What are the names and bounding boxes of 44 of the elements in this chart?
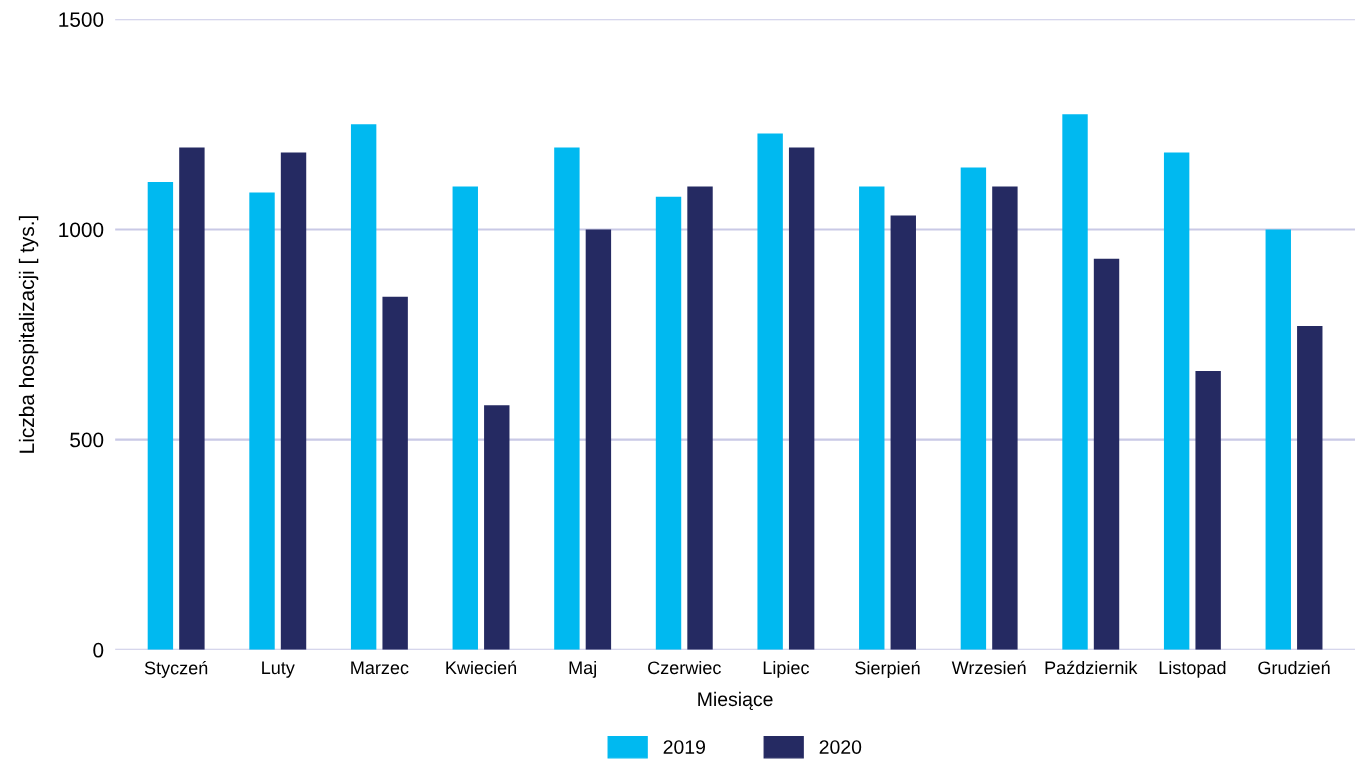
bar (788, 147, 815, 650)
y-tick-label: 1000 (59, 222, 104, 238)
x-tick-label: Listopad (1159, 660, 1226, 678)
bar (147, 181, 174, 650)
bar (350, 124, 377, 650)
bar (1265, 229, 1291, 650)
x-tick-label: Sierpień (855, 660, 920, 678)
bar (890, 215, 916, 650)
bar (1297, 326, 1323, 650)
legend-label: 2020 (819, 740, 862, 754)
bar (687, 186, 713, 650)
bar (1195, 371, 1221, 650)
legend-label: 2019 (663, 740, 705, 754)
x-tick-label: Luty (262, 661, 295, 678)
x-tick-label: Kwiecień (446, 660, 517, 675)
bar (859, 186, 885, 650)
y-axis-title: Liczba hospitalizacji [ tys.] (18, 216, 39, 453)
bar (382, 296, 408, 650)
bar (484, 405, 510, 650)
bar (554, 147, 580, 650)
bar (1163, 152, 1190, 650)
bar (249, 192, 275, 650)
x-tick-label: Czerwiec (648, 660, 721, 675)
bar (655, 196, 682, 650)
x-tick-label: Grudzień (1258, 660, 1330, 675)
x-tick-label: Wrzesień (951, 660, 1026, 675)
y-tick-label: 500 (70, 432, 104, 448)
bar (1062, 114, 1088, 650)
y-tick-label: 0 (93, 642, 104, 658)
bar (1093, 258, 1120, 650)
x-tick-label: Styczeń (144, 660, 208, 678)
bar (757, 133, 783, 650)
x-tick-label: Lipiec (763, 660, 810, 678)
bar (992, 186, 1018, 650)
y-tick-label: 1500 (59, 12, 104, 27)
x-tick-label: Maj (569, 660, 596, 678)
x-tick-label: Marzec (351, 661, 409, 675)
bar (585, 229, 612, 650)
bar (960, 167, 987, 650)
bar (179, 147, 205, 650)
bar (452, 186, 478, 650)
bar (280, 152, 307, 650)
x-tick-label: Październik (1045, 660, 1138, 675)
x-axis-title: Miesiące (698, 691, 773, 710)
